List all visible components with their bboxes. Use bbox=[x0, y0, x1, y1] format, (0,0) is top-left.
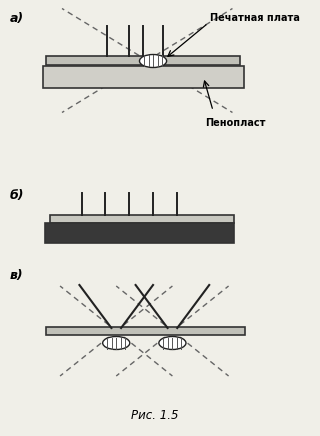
Bar bbox=[50, 215, 234, 223]
Text: б): б) bbox=[10, 189, 24, 202]
Ellipse shape bbox=[103, 337, 130, 350]
Ellipse shape bbox=[140, 54, 167, 68]
Bar bbox=[46, 327, 245, 335]
Bar bbox=[44, 223, 234, 243]
Bar bbox=[46, 56, 240, 65]
Bar bbox=[43, 66, 244, 88]
Text: а): а) bbox=[10, 12, 24, 25]
Text: Пенопласт: Пенопласт bbox=[205, 118, 266, 128]
Text: Рис. 1.5: Рис. 1.5 bbox=[131, 409, 179, 422]
Ellipse shape bbox=[159, 337, 186, 350]
Text: Печатная плата: Печатная плата bbox=[210, 13, 300, 23]
Text: в): в) bbox=[10, 269, 23, 282]
